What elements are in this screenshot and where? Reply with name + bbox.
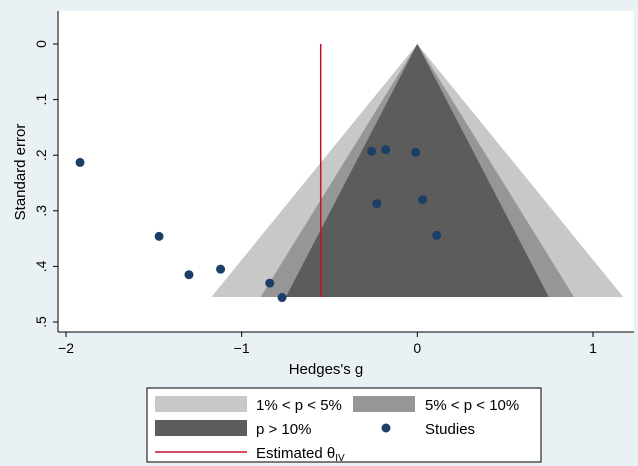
y-ticks: 0 .1 .2 .3 .4 .5 [33,40,58,328]
legend-swatch-5-10 [353,396,415,412]
legend-label-1-5: 1% < p < 5% [256,397,342,414]
y-tick-label: .4 [33,260,49,272]
x-tick-label: −1 [234,340,250,356]
legend: 1% < p < 5% 5% < p < 10% p > 10% Studies… [146,387,542,464]
study-point-3 [184,270,194,280]
y-axis-title: Standard error [12,124,29,221]
legend-label-5-10: 5% < p < 10% [425,397,519,414]
y-tick-label: 0 [33,40,49,48]
study-point-2 [154,231,164,241]
legend-label-estimate: Estimated θIV [256,445,345,464]
y-tick-label: .2 [33,149,49,161]
study-point-4 [216,264,226,274]
study-point-5 [265,278,275,288]
study-point-1 [75,157,85,167]
study-point-6 [277,293,287,303]
study-point-11 [418,195,428,205]
study-point-8 [381,145,391,155]
study-point-9 [372,199,382,209]
legend-label-studies: Studies [425,421,475,438]
study-point-10 [411,147,421,157]
x-ticks: −2 −1 0 1 [58,332,597,356]
axes [57,11,634,333]
legend-label-p-gt-10: p > 10% [256,421,311,438]
y-tick-label: .1 [33,94,49,106]
y-tick-label: .3 [33,205,49,217]
funnel-regions [211,44,624,297]
study-point-7 [367,146,377,156]
x-tick-label: 1 [589,340,597,356]
x-tick-label: 0 [413,340,421,356]
x-tick-label: −2 [58,340,74,356]
funnel-region-3 [285,44,549,297]
x-axis-title: Hedges's g [289,361,364,378]
y-tick-label: .5 [33,316,49,328]
study-point-12 [432,230,442,240]
legend-marker-studies [381,423,391,433]
legend-swatch-p-gt-10 [155,420,247,436]
legend-swatch-1-5 [155,396,247,412]
study-points [75,145,442,303]
